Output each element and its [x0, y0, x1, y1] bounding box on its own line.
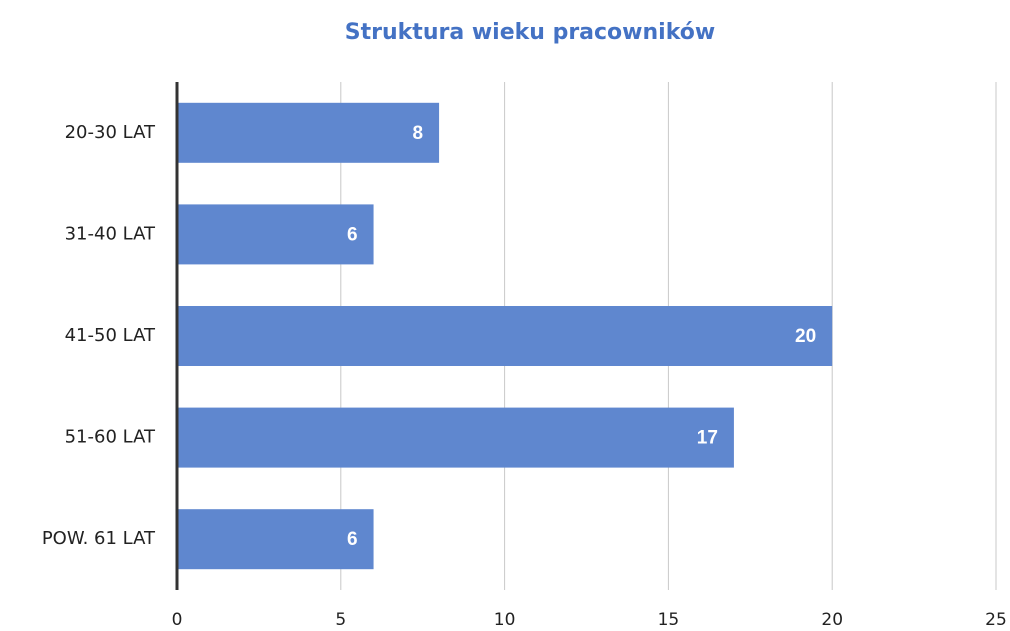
value-label: 6 [347, 529, 358, 550]
bar [177, 306, 833, 366]
x-tick-label: 15 [658, 610, 680, 630]
bar [177, 407, 734, 468]
value-label: 17 [697, 428, 718, 449]
bar [177, 509, 374, 570]
bar [177, 102, 440, 163]
x-tick-label: 0 [172, 610, 183, 630]
x-tick-label: 25 [985, 610, 1007, 630]
value-label: 20 [795, 326, 816, 347]
y-tick-label: POW. 61 LAT [42, 528, 156, 549]
y-tick-label: 41-50 LAT [65, 325, 156, 346]
value-label: 8 [413, 123, 424, 144]
chart-title: Struktura wieku pracowników [345, 20, 715, 45]
bar [177, 204, 374, 265]
value-label: 6 [347, 224, 358, 245]
y-tick-label: 31-40 LAT [65, 223, 156, 244]
y-tick-label: 51-60 LAT [65, 427, 156, 448]
x-tick-label: 5 [335, 610, 346, 630]
x-tick-label: 10 [494, 610, 516, 630]
x-tick-label: 20 [821, 610, 843, 630]
y-tick-label: 20-30 LAT [65, 122, 156, 143]
